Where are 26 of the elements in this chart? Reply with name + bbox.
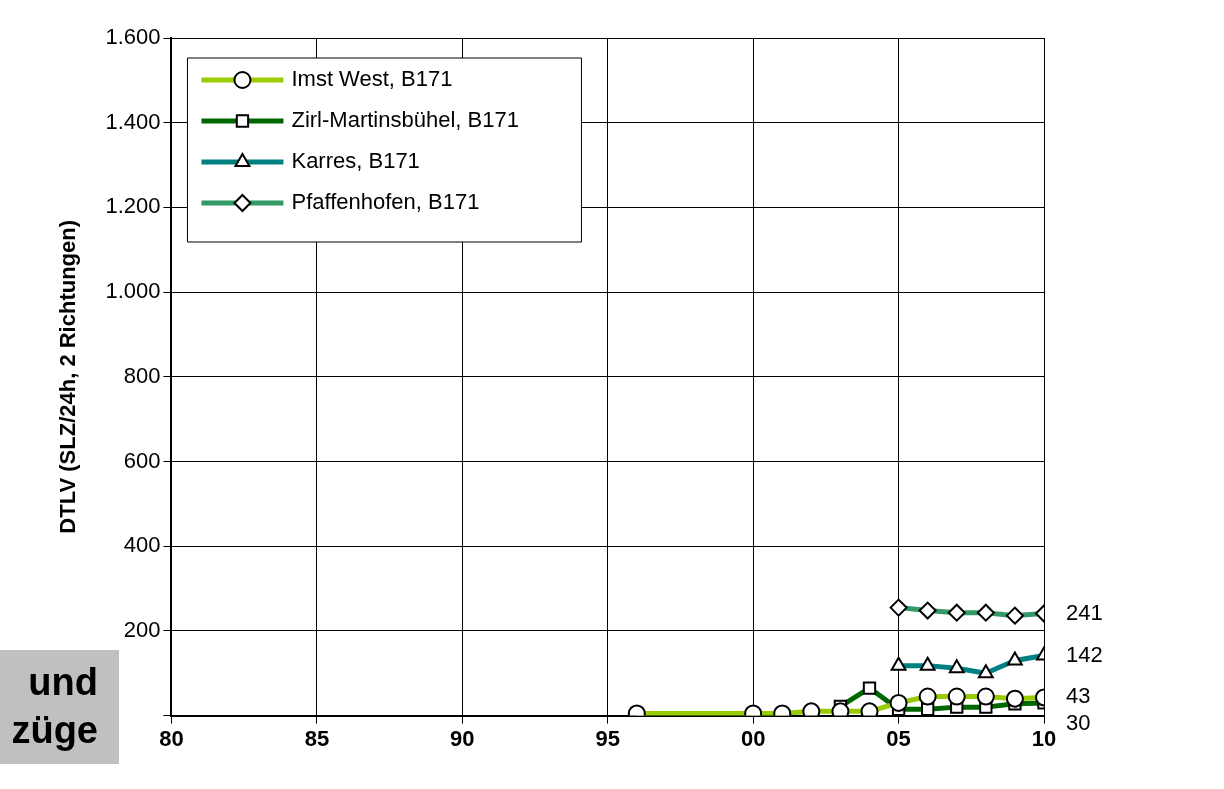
legend-label: Pfaffenhofen, B171	[291, 189, 480, 215]
x-tick-label: 00	[740, 725, 766, 751]
x-tick-label: 05	[886, 725, 911, 751]
data-label: 43	[1066, 683, 1091, 709]
x-tick-label: 10	[1031, 725, 1057, 751]
legend-label: Zirl-Martinsbühel, B171	[291, 107, 519, 133]
x-tick-label: 85	[304, 725, 330, 751]
y-axis-title: DTLV (SLZ/24h, 2 Richtungen)	[55, 219, 81, 534]
legend-label: Karres, B171	[291, 148, 420, 174]
y-tick-label: 1.000	[105, 278, 161, 304]
y-tick-label: 1.400	[105, 108, 161, 134]
y-tick-label: 1.200	[105, 193, 161, 219]
x-tick-label: 90	[450, 725, 475, 751]
text: züge	[10, 708, 98, 753]
y-tick-label: 1.600	[105, 24, 161, 50]
data-label: 30	[1066, 710, 1091, 736]
y-tick-label: 600	[123, 447, 161, 473]
x-tick-label: 95	[595, 725, 620, 751]
text: und	[27, 660, 98, 705]
legend-label: Imst West, B171	[291, 66, 453, 92]
x-tick-label: 80	[159, 725, 184, 751]
y-tick-label: 800	[123, 362, 161, 388]
data-label: 241	[1066, 599, 1103, 625]
y-tick-label: 200	[123, 616, 161, 642]
data-label: 142	[1066, 641, 1103, 667]
y-tick-label: 400	[123, 532, 161, 558]
